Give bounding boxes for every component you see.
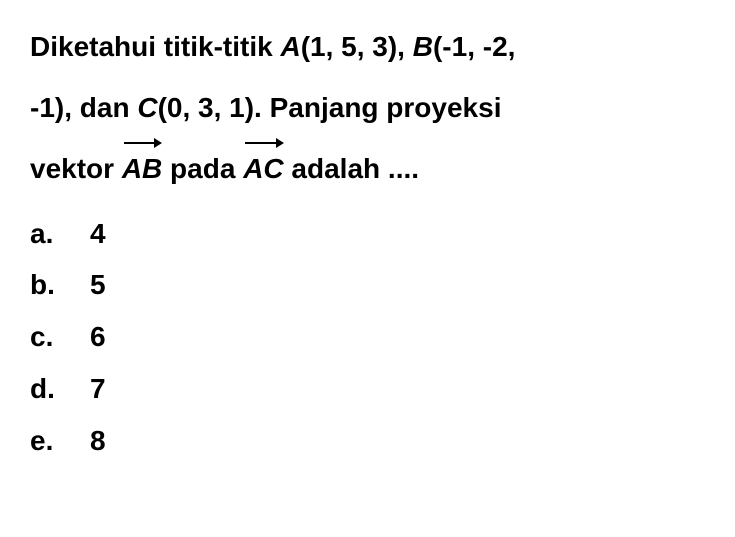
vector-arrow-icon: [122, 140, 162, 150]
option-letter: d.: [30, 363, 90, 415]
question-container: Diketahui titik-titik A(1, 5, 3), B(-1, …: [30, 20, 705, 467]
point-b-label: B: [413, 31, 433, 62]
vector-arrow-icon: [243, 140, 283, 150]
text-segment: adalah ....: [284, 153, 419, 184]
option-b: b. 5: [30, 259, 705, 311]
text-segment: vektor: [30, 153, 122, 184]
option-d: d. 7: [30, 363, 705, 415]
options-list: a. 4 b. 5 c. 6 d. 7 e. 8: [30, 208, 705, 467]
text-segment: pada: [162, 153, 243, 184]
question-line-1: Diketahui titik-titik A(1, 5, 3), B(-1, …: [30, 20, 705, 73]
option-letter: e.: [30, 415, 90, 467]
option-letter: b.: [30, 259, 90, 311]
point-a-coords: (1, 5, 3),: [301, 31, 413, 62]
vector-ab: AB: [122, 142, 162, 195]
option-value: 5: [90, 259, 130, 311]
vector-ab-text: AB: [122, 153, 162, 184]
question-line-3: vektor AB pada AC adalah ....: [30, 142, 705, 195]
option-value: 7: [90, 363, 130, 415]
vector-ac-text: AC: [243, 153, 283, 184]
option-a: a. 4: [30, 208, 705, 260]
text-segment: -1), dan: [30, 92, 137, 123]
option-value: 4: [90, 208, 130, 260]
point-a-label: A: [280, 31, 300, 62]
option-value: 6: [90, 311, 130, 363]
point-b-coords: (-1, -2,: [433, 31, 515, 62]
option-e: e. 8: [30, 415, 705, 467]
point-c-coords: (0, 3, 1). Panjang proyeksi: [158, 92, 502, 123]
option-c: c. 6: [30, 311, 705, 363]
text-segment: Diketahui titik-titik: [30, 31, 280, 62]
option-letter: c.: [30, 311, 90, 363]
vector-ac: AC: [243, 142, 283, 195]
point-c-label: C: [137, 92, 157, 123]
question-line-2: -1), dan C(0, 3, 1). Panjang proyeksi: [30, 81, 705, 134]
option-letter: a.: [30, 208, 90, 260]
option-value: 8: [90, 415, 130, 467]
